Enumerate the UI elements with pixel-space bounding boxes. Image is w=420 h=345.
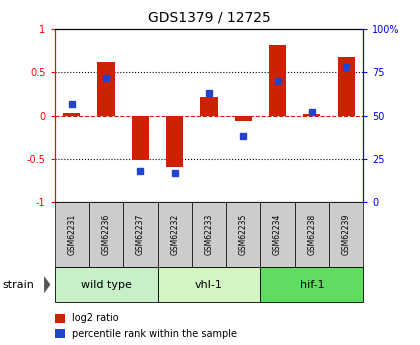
- Bar: [260, 202, 295, 267]
- Bar: [338, 57, 355, 116]
- Bar: [97, 62, 115, 116]
- Text: GSM62232: GSM62232: [170, 214, 179, 255]
- Bar: [55, 314, 66, 323]
- Text: vhl-1: vhl-1: [195, 280, 223, 289]
- Text: GSM62235: GSM62235: [239, 214, 248, 255]
- Bar: [329, 202, 363, 267]
- Bar: [89, 202, 123, 267]
- Text: hif-1: hif-1: [299, 280, 324, 289]
- Text: GSM62238: GSM62238: [307, 214, 316, 255]
- Bar: [235, 116, 252, 121]
- Bar: [132, 116, 149, 160]
- Bar: [55, 329, 66, 338]
- Bar: [166, 116, 183, 167]
- Bar: [260, 267, 363, 302]
- Polygon shape: [44, 276, 50, 293]
- Bar: [226, 202, 260, 267]
- Text: strain: strain: [2, 280, 34, 289]
- Bar: [295, 202, 329, 267]
- Bar: [192, 202, 226, 267]
- Bar: [303, 114, 320, 116]
- Bar: [55, 267, 158, 302]
- Text: GSM62231: GSM62231: [67, 214, 76, 255]
- Text: log2 ratio: log2 ratio: [71, 313, 118, 323]
- Text: GSM62233: GSM62233: [205, 214, 213, 255]
- Text: GSM62234: GSM62234: [273, 214, 282, 255]
- Bar: [63, 113, 80, 116]
- Bar: [55, 202, 89, 267]
- Text: GSM62239: GSM62239: [341, 214, 351, 255]
- Bar: [158, 202, 192, 267]
- Bar: [269, 45, 286, 116]
- Text: GDS1379 / 12725: GDS1379 / 12725: [147, 10, 270, 24]
- Bar: [123, 202, 158, 267]
- Text: wild type: wild type: [81, 280, 131, 289]
- Bar: [158, 267, 260, 302]
- Bar: [200, 97, 218, 116]
- Text: GSM62237: GSM62237: [136, 214, 145, 255]
- Text: GSM62236: GSM62236: [102, 214, 110, 255]
- Text: percentile rank within the sample: percentile rank within the sample: [71, 329, 236, 339]
